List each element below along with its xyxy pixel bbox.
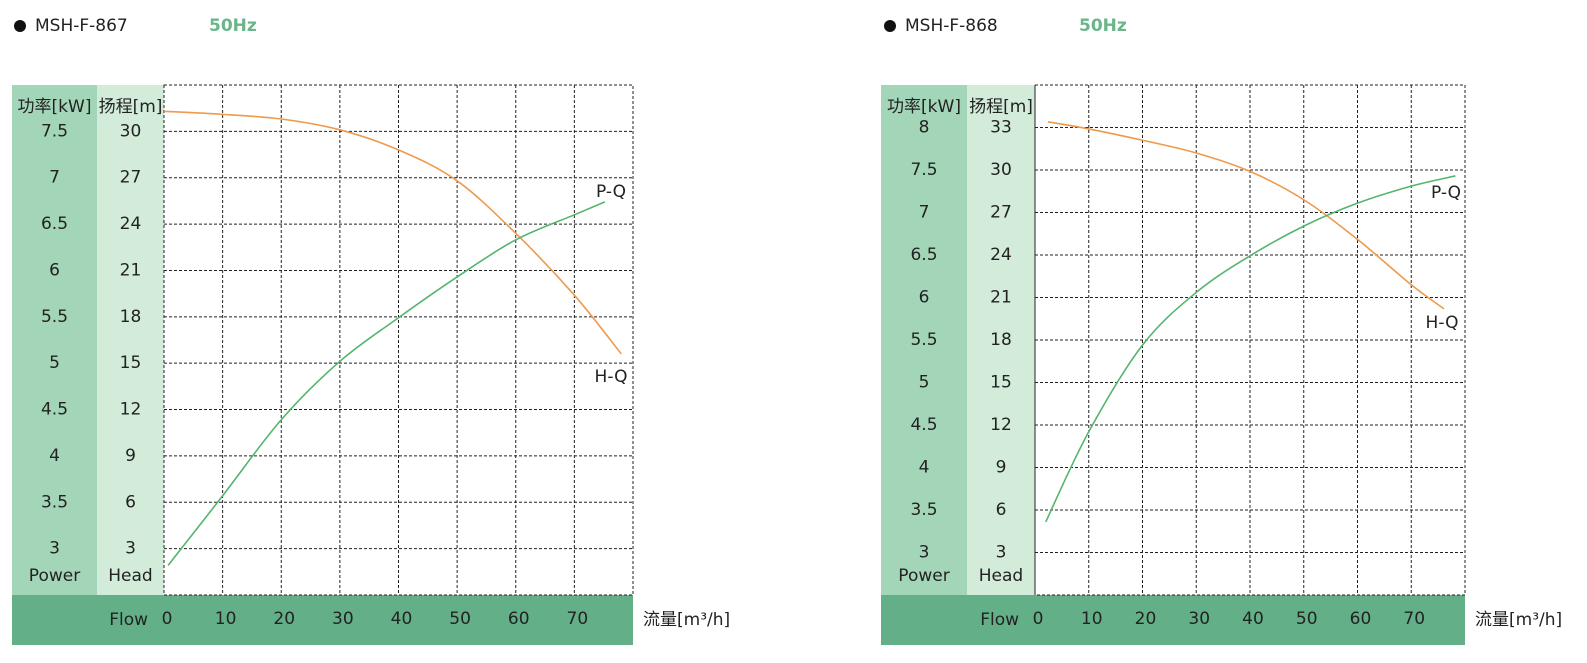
flow-name: Flow — [980, 610, 1019, 630]
x-tick-label: 0 — [1033, 609, 1044, 629]
y-tick-label: 30 — [120, 121, 142, 141]
chart-subtitle: 50Hz — [209, 16, 257, 36]
x-tick-label: 40 — [391, 609, 413, 629]
chart-title: MSH-F-868 — [905, 16, 998, 36]
y2-tick-label: 7.5 — [41, 121, 68, 141]
y2-tick-label: 7 — [919, 203, 930, 223]
y-tick-label: 27 — [990, 203, 1012, 223]
head-name: Head — [979, 566, 1023, 586]
x-axis-label: 流量[m³/h] — [1475, 610, 1562, 630]
y-tick-label: 6 — [996, 500, 1007, 520]
y-tick-label: 21 — [990, 288, 1012, 308]
y2-tick-label: 8 — [919, 118, 930, 138]
y2-tick-label: 5 — [49, 353, 60, 373]
y-tick-label: 21 — [120, 260, 142, 280]
power-name: Power — [29, 566, 80, 586]
y2-tick-label: 5.5 — [910, 330, 937, 350]
y-tick-label: 3 — [996, 543, 1007, 563]
flow-band — [12, 595, 633, 645]
x-tick-label: 10 — [1081, 609, 1103, 629]
flow-name: Flow — [109, 610, 148, 630]
y-tick-label: 18 — [990, 330, 1012, 350]
y2-tick-label: 3 — [919, 543, 930, 563]
power-column — [881, 85, 967, 595]
y-tick-label: 30 — [990, 160, 1012, 180]
y-tick-label: 24 — [990, 245, 1012, 265]
curve-label: P-Q — [596, 182, 626, 202]
y2-tick-label: 6 — [919, 288, 930, 308]
y2-tick-label: 6.5 — [910, 245, 937, 265]
y-tick-label: 24 — [120, 214, 142, 234]
y-tick-label: 18 — [120, 307, 142, 327]
curve — [163, 110, 622, 355]
y-tick-label: 9 — [125, 446, 136, 466]
bullet — [884, 20, 896, 32]
curve — [167, 201, 606, 566]
y-tick-label: 33 — [990, 118, 1012, 138]
x-tick-label: 20 — [273, 609, 295, 629]
y-tick-label: 27 — [120, 168, 142, 188]
bullet — [14, 20, 26, 32]
chart-subtitle: 50Hz — [1079, 16, 1127, 36]
y2-tick-label: 4 — [49, 446, 60, 466]
x-tick-label: 0 — [162, 609, 173, 629]
y2-tick-label: 4 — [919, 458, 930, 478]
power-header: 功率[kW] — [18, 97, 92, 117]
y-tick-label: 6 — [125, 492, 136, 512]
flow-band — [881, 595, 1465, 645]
curve-label: H-Q — [1426, 313, 1459, 333]
y2-tick-label: 7 — [49, 168, 60, 188]
x-tick-label: 50 — [1296, 609, 1318, 629]
x-tick-label: 30 — [332, 609, 354, 629]
curve-label: H-Q — [595, 367, 628, 387]
y-tick-label: 15 — [990, 373, 1012, 393]
y2-tick-label: 6 — [49, 260, 60, 280]
x-tick-label: 20 — [1135, 609, 1157, 629]
curve — [1047, 121, 1445, 310]
x-axis-label: 流量[m³/h] — [643, 610, 730, 630]
head-header: 扬程[m] — [99, 97, 163, 117]
x-tick-label: 10 — [215, 609, 237, 629]
y2-tick-label: 3 — [49, 539, 60, 559]
x-tick-label: 60 — [508, 609, 530, 629]
power-column — [12, 85, 97, 595]
x-tick-label: 40 — [1242, 609, 1264, 629]
power-header: 功率[kW] — [887, 97, 961, 117]
y-tick-label: 9 — [996, 458, 1007, 478]
y-tick-label: 15 — [120, 353, 142, 373]
y2-tick-label: 6.5 — [41, 214, 68, 234]
y-tick-label: 12 — [990, 415, 1012, 435]
y2-tick-label: 3.5 — [910, 500, 937, 520]
x-tick-label: 30 — [1188, 609, 1210, 629]
chart-title: MSH-F-867 — [35, 16, 128, 36]
power-name: Power — [898, 566, 949, 586]
y2-tick-label: 3.5 — [41, 492, 68, 512]
y-tick-label: 3 — [125, 539, 136, 559]
curve — [1045, 175, 1456, 523]
x-tick-label: 50 — [449, 609, 471, 629]
y2-tick-label: 4.5 — [41, 400, 68, 420]
head-name: Head — [108, 566, 152, 586]
y2-tick-label: 7.5 — [910, 160, 937, 180]
y2-tick-label: 4.5 — [910, 415, 937, 435]
y-tick-label: 12 — [120, 400, 142, 420]
head-column — [967, 85, 1035, 595]
y2-tick-label: 5.5 — [41, 307, 68, 327]
x-tick-label: 60 — [1350, 609, 1372, 629]
y2-tick-label: 5 — [919, 373, 930, 393]
x-tick-label: 70 — [1403, 609, 1425, 629]
head-header: 扬程[m] — [969, 97, 1033, 117]
head-column — [97, 85, 164, 595]
x-tick-label: 70 — [567, 609, 589, 629]
curve-label: P-Q — [1431, 183, 1461, 203]
